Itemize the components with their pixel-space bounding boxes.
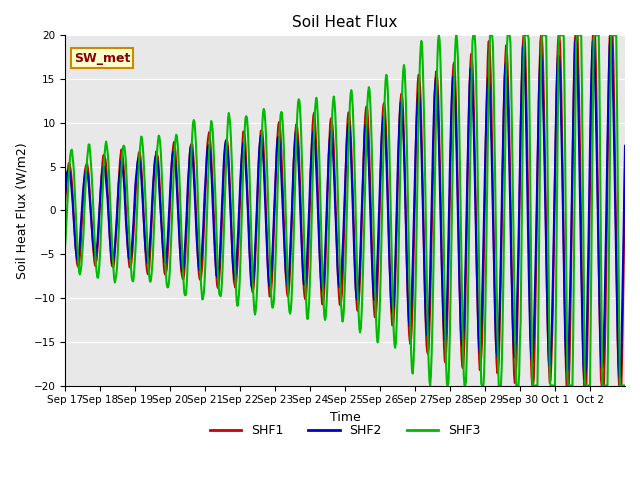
SHF2 bbox=[607, 35, 614, 41]
SHF3 bbox=[61, 241, 69, 247]
SHF1 bbox=[279, 187, 287, 192]
SHF1 bbox=[230, 277, 237, 283]
SHF3 bbox=[127, 264, 135, 270]
SHF1 bbox=[403, 258, 411, 264]
SHF1 bbox=[621, 165, 629, 170]
Line: SHF1: SHF1 bbox=[65, 36, 625, 385]
SHF3 bbox=[426, 383, 434, 388]
Legend: SHF1, SHF2, SHF3: SHF1, SHF2, SHF3 bbox=[205, 420, 486, 442]
SHF3 bbox=[435, 33, 443, 38]
SHF1 bbox=[258, 128, 266, 133]
SHF2 bbox=[61, 191, 69, 196]
Line: SHF2: SHF2 bbox=[65, 38, 625, 380]
SHF2 bbox=[127, 255, 135, 261]
SHF3 bbox=[258, 139, 266, 145]
SHF2 bbox=[621, 143, 629, 149]
SHF3 bbox=[621, 383, 629, 388]
SHF1 bbox=[435, 93, 442, 98]
SHF3 bbox=[279, 120, 287, 126]
SHF2 bbox=[581, 377, 589, 383]
SHF2 bbox=[403, 260, 411, 266]
Line: SHF3: SHF3 bbox=[65, 36, 625, 385]
SHF3 bbox=[436, 37, 444, 43]
Text: SW_met: SW_met bbox=[74, 51, 130, 65]
SHF2 bbox=[258, 134, 266, 140]
SHF3 bbox=[230, 227, 237, 232]
Title: Soil Heat Flux: Soil Heat Flux bbox=[292, 15, 398, 30]
SHF2 bbox=[435, 114, 442, 120]
SHF2 bbox=[279, 206, 287, 212]
SHF1 bbox=[529, 383, 536, 388]
Y-axis label: Soil Heat Flux (W/m2): Soil Heat Flux (W/m2) bbox=[15, 142, 28, 279]
SHF1 bbox=[61, 198, 69, 204]
SHF2 bbox=[230, 270, 237, 276]
X-axis label: Time: Time bbox=[330, 411, 360, 424]
SHF1 bbox=[127, 264, 135, 269]
SHF3 bbox=[403, 138, 411, 144]
SHF1 bbox=[520, 33, 527, 38]
